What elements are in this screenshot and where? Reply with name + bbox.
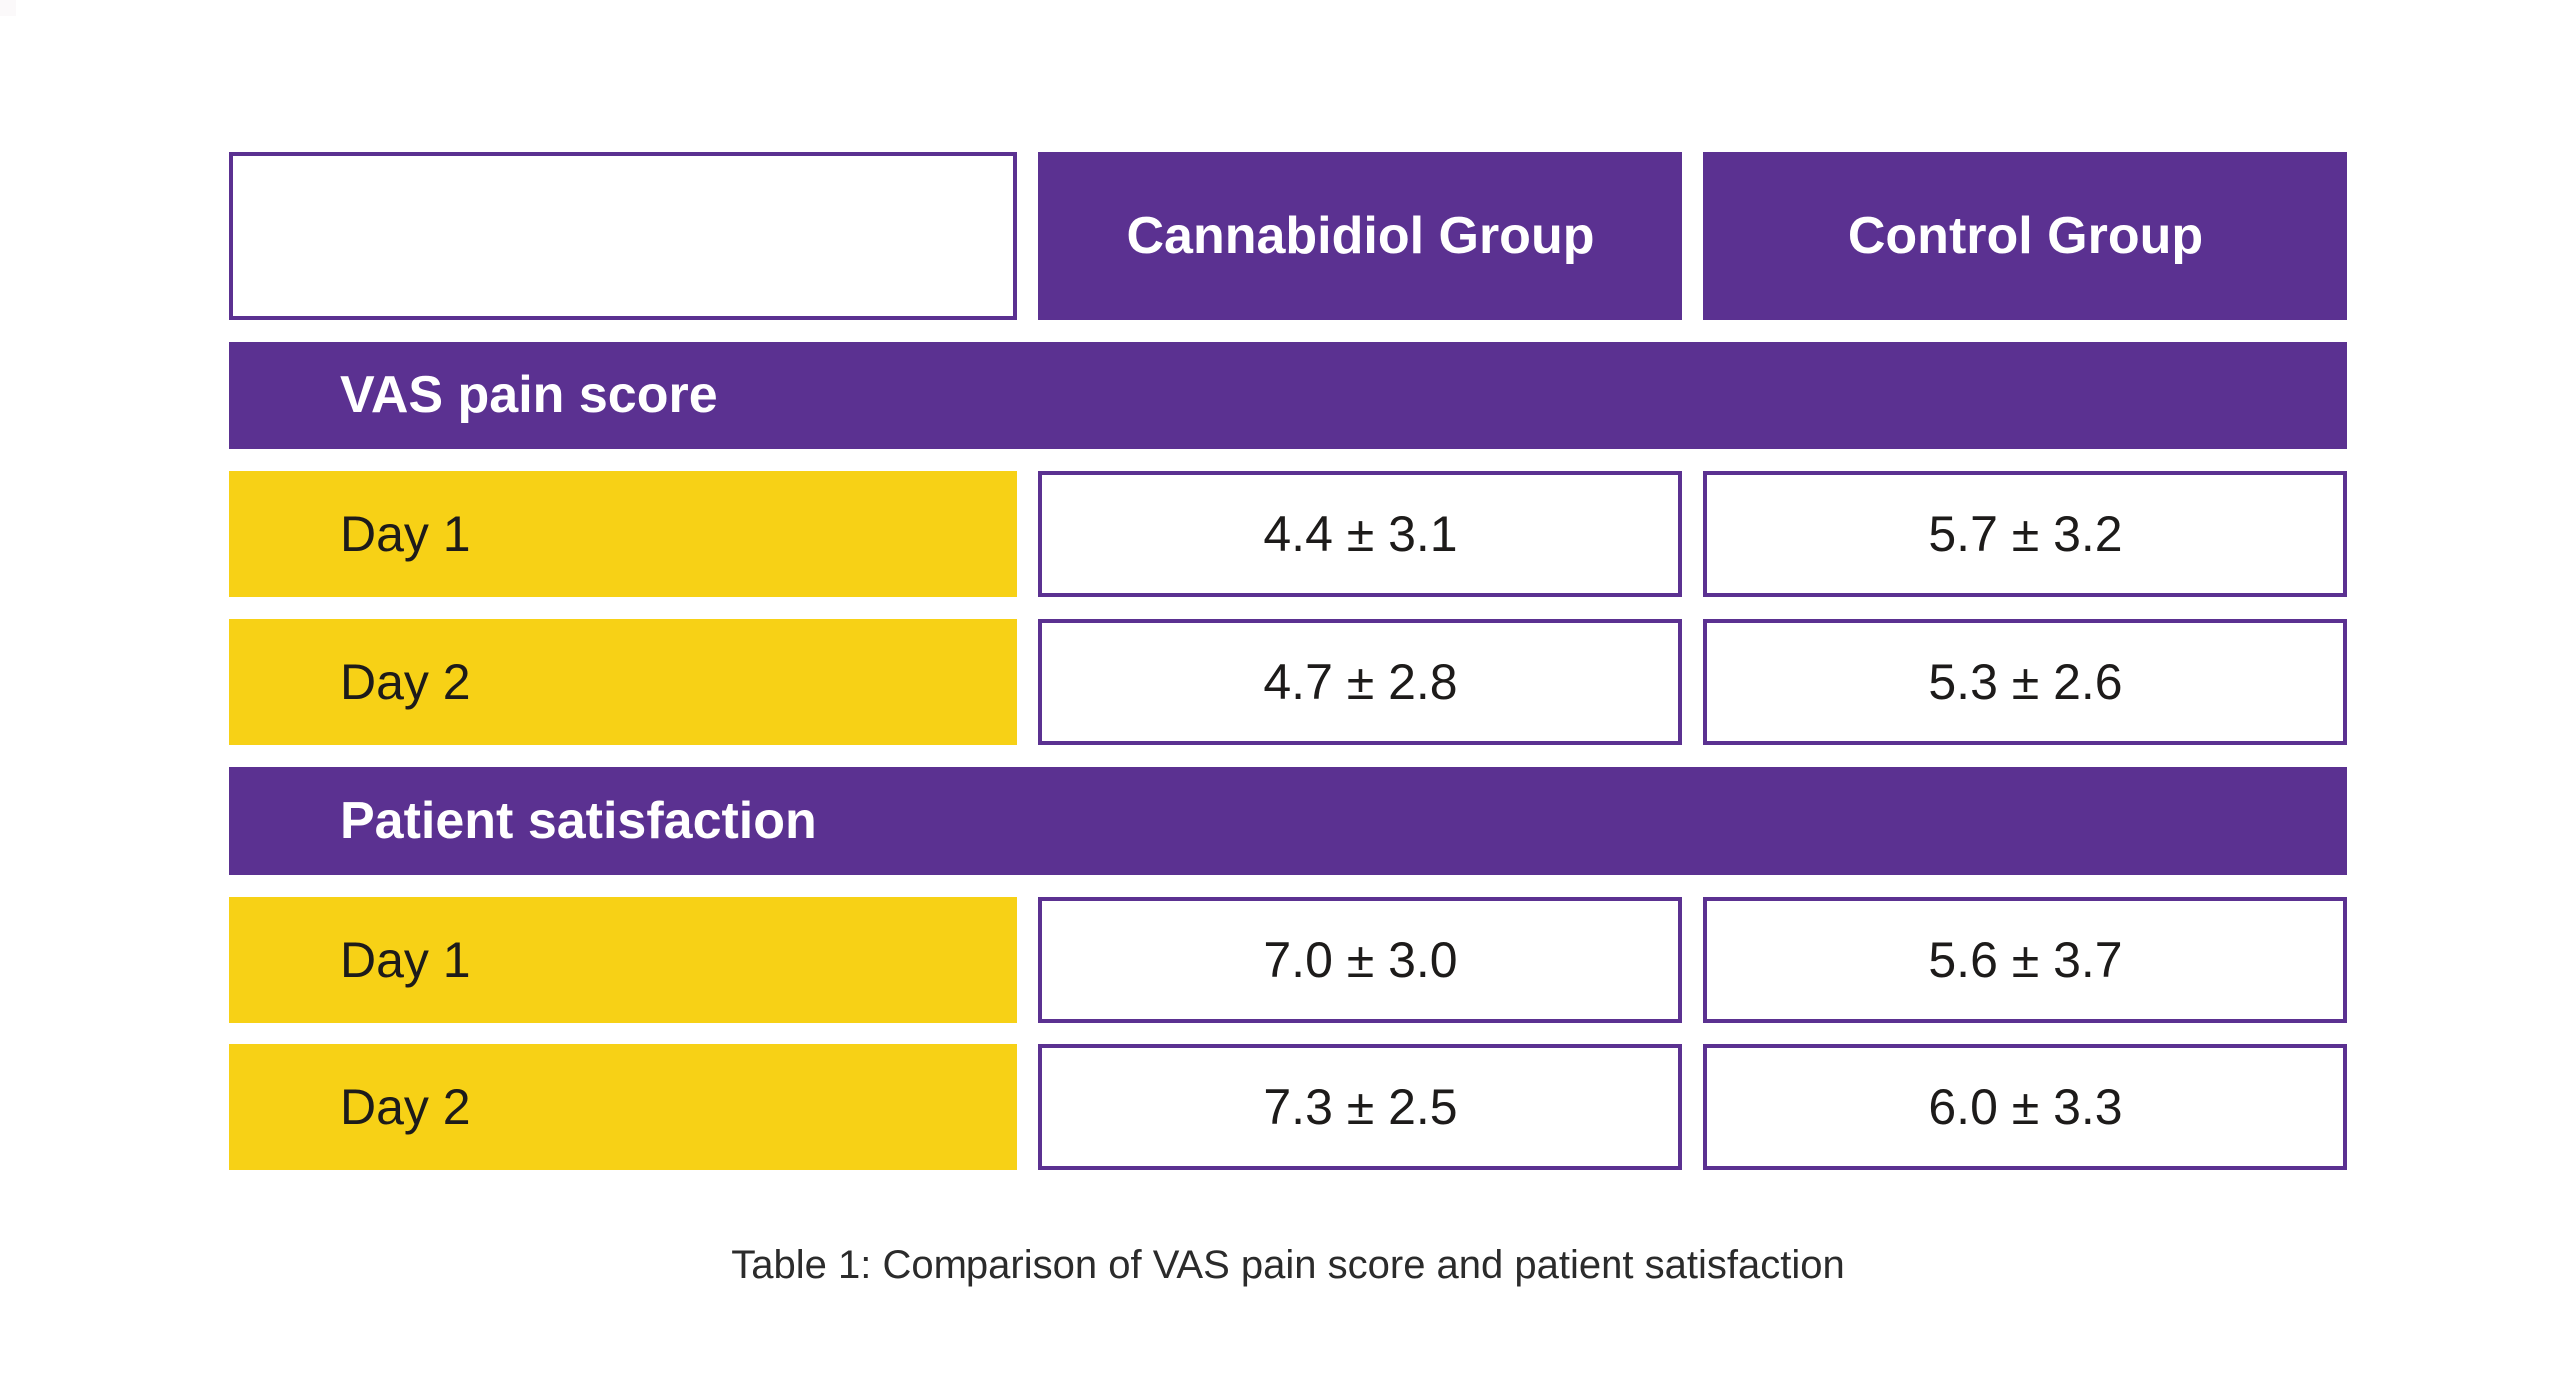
table-row-satisfaction-day2: Day 2 7.3 ± 2.5 6.0 ± 3.3 (229, 1044, 2347, 1170)
value-cell-satisfaction-day1-control: 5.6 ± 3.7 (1703, 897, 2347, 1023)
table-row-vas-day2: Day 2 4.7 ± 2.8 5.3 ± 2.6 (229, 619, 2347, 745)
section-bar-vas-pain-score: VAS pain score (229, 342, 2347, 449)
value-cell-vas-day2-control: 5.3 ± 2.6 (1703, 619, 2347, 745)
value-cell-vas-day2-cannabidiol: 4.7 ± 2.8 (1038, 619, 1682, 745)
header-row: Cannabidiol Group Control Group (229, 152, 2347, 320)
header-cell-control-group: Control Group (1703, 152, 2347, 320)
corner-artifact (0, 0, 16, 16)
row-label-day1: Day 1 (229, 897, 1017, 1023)
header-cell-empty (229, 152, 1017, 320)
table-row-vas-day1: Day 1 4.4 ± 3.1 5.7 ± 3.2 (229, 471, 2347, 597)
value-cell-satisfaction-day2-control: 6.0 ± 3.3 (1703, 1044, 2347, 1170)
value-cell-satisfaction-day2-cannabidiol: 7.3 ± 2.5 (1038, 1044, 1682, 1170)
comparison-table: Cannabidiol Group Control Group VAS pain… (229, 152, 2347, 1192)
value-cell-vas-day1-control: 5.7 ± 3.2 (1703, 471, 2347, 597)
row-label-day1: Day 1 (229, 471, 1017, 597)
value-cell-satisfaction-day1-cannabidiol: 7.0 ± 3.0 (1038, 897, 1682, 1023)
row-label-day2: Day 2 (229, 1044, 1017, 1170)
row-label-day2: Day 2 (229, 619, 1017, 745)
value-cell-vas-day1-cannabidiol: 4.4 ± 3.1 (1038, 471, 1682, 597)
header-cell-cannabidiol-group: Cannabidiol Group (1038, 152, 1682, 320)
table-caption: Table 1: Comparison of VAS pain score an… (731, 1243, 1845, 1287)
table-row-satisfaction-day1: Day 1 7.0 ± 3.0 5.6 ± 3.7 (229, 897, 2347, 1023)
section-bar-patient-satisfaction: Patient satisfaction (229, 767, 2347, 875)
